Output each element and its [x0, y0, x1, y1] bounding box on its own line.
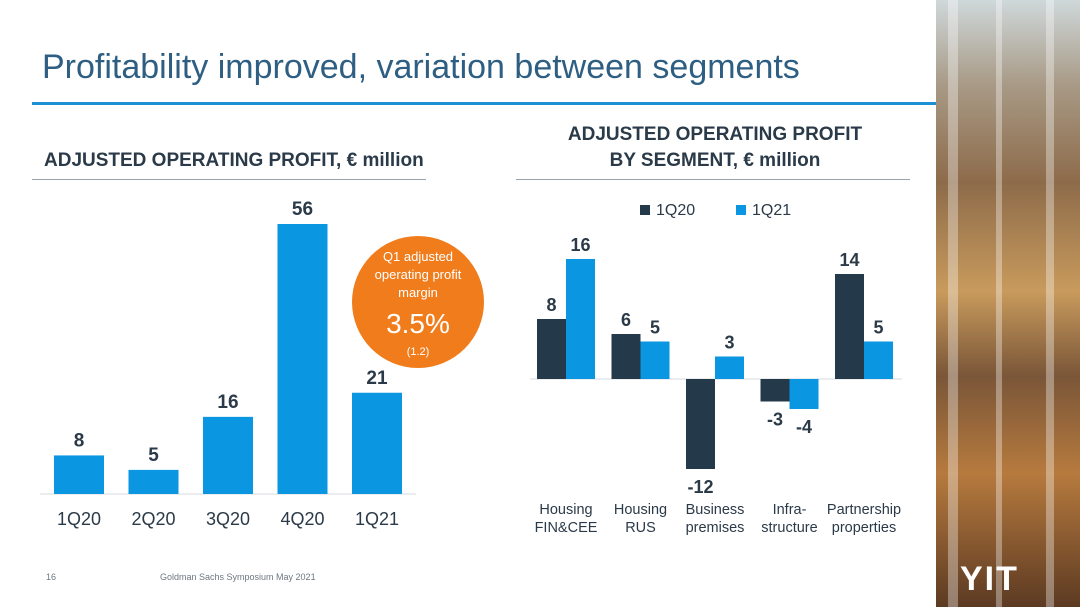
chart2-legend-label: 1Q20 [656, 202, 695, 219]
slide-title: Profitability improved, variation betwee… [42, 48, 800, 86]
chart1-bar [54, 455, 104, 494]
chart2-category-label: structure [761, 520, 817, 536]
chart2-value-label: -3 [767, 410, 783, 430]
chart2-legend-swatch [736, 205, 746, 215]
margin-badge: Q1 adjusted operating profit margin 3.5%… [352, 236, 484, 368]
chart2-bar [640, 341, 670, 379]
chart2-category-label: FIN&CEE [535, 520, 598, 536]
chart2-value-label: 6 [621, 310, 631, 330]
margin-prior-value: (1.2) [406, 346, 430, 358]
chart2-value-label: 5 [873, 318, 883, 338]
chart2-category-label: Housing [614, 502, 667, 518]
yit-logo: YIT [960, 560, 1019, 598]
chart1-value-label: 5 [148, 445, 159, 466]
photo-light-beam [996, 0, 1002, 607]
chart1-category-label: 3Q20 [206, 509, 250, 529]
footer-text: Goldman Sachs Symposium May 2021 [160, 572, 316, 582]
chart1-category-label: 4Q20 [280, 509, 324, 529]
chart2-bar [760, 379, 790, 402]
chart2-category-label: RUS [625, 520, 656, 536]
chart1-bar [203, 416, 253, 494]
chart2-bar [686, 379, 715, 469]
chart2-bar [715, 356, 744, 379]
chart2-value-label: 5 [650, 318, 660, 338]
margin-value: 3.5% [386, 308, 450, 339]
chart1-bar [128, 469, 179, 494]
chart1-value-label: 8 [74, 430, 85, 451]
chart2-category-label: properties [832, 520, 896, 536]
chart1-title-rule [32, 179, 426, 180]
chart1-value-label: 16 [217, 392, 238, 413]
chart2-bar [566, 259, 595, 379]
chart1-bar [277, 224, 328, 494]
chart1-title: ADJUSTED OPERATING PROFIT, € million [44, 150, 424, 171]
chart2-category-label: Partnership [827, 502, 901, 518]
margin-caption-line3: margin [398, 285, 438, 300]
chart2-category-label: premises [686, 520, 745, 536]
chart2-category-label: Business [686, 502, 745, 518]
chart2-bar [789, 379, 819, 409]
chart1-value-label: 21 [366, 368, 388, 389]
margin-badge-caption: Q1 adjusted operating profit margin [352, 248, 484, 302]
chart2-title-line2: BY SEGMENT, € million [609, 150, 821, 171]
chart1-category-label: 2Q20 [131, 509, 175, 529]
chart1-value-label: 56 [292, 199, 313, 220]
page-number: 16 [46, 572, 57, 582]
chart2-bar [864, 341, 893, 379]
chart-quarterly-profit: 8 1Q20 5 2Q20 16 3Q20 56 4Q20 21 1Q21 [40, 199, 416, 529]
chart2-value-label: 3 [724, 333, 734, 353]
chart2-category-label: Infra- [773, 502, 807, 518]
chart2-value-label: 14 [839, 250, 859, 270]
chart1-category-label: 1Q20 [57, 509, 101, 529]
chart2-legend-swatch [640, 205, 650, 215]
chart2-bar [835, 274, 864, 379]
chart2-title-rule [516, 179, 910, 180]
chart2-value-label: 16 [570, 235, 590, 255]
chart2-category-label: Housing [539, 502, 592, 518]
chart2-title: ADJUSTED OPERATING PROFIT BY SEGMENT, € … [520, 122, 910, 174]
chart1-category-label: 1Q21 [355, 509, 399, 529]
photo-light-beam [948, 0, 958, 607]
margin-caption-line2: operating profit [374, 267, 462, 282]
chart2-value-label: -12 [687, 477, 713, 497]
chart2-legend-label: 1Q21 [752, 202, 791, 219]
chart2-value-label: -4 [796, 417, 812, 437]
chart2-bar [611, 334, 641, 379]
photo-light-beam [1046, 0, 1054, 607]
chart2-value-label: 8 [546, 295, 556, 315]
chart1-bar [352, 392, 402, 494]
office-photo: YIT [936, 0, 1080, 607]
chart2-bar [537, 319, 566, 379]
margin-caption-line1: Q1 adjusted [382, 249, 454, 264]
title-divider [32, 102, 1048, 105]
chart2-title-line1: ADJUSTED OPERATING PROFIT [567, 124, 863, 145]
